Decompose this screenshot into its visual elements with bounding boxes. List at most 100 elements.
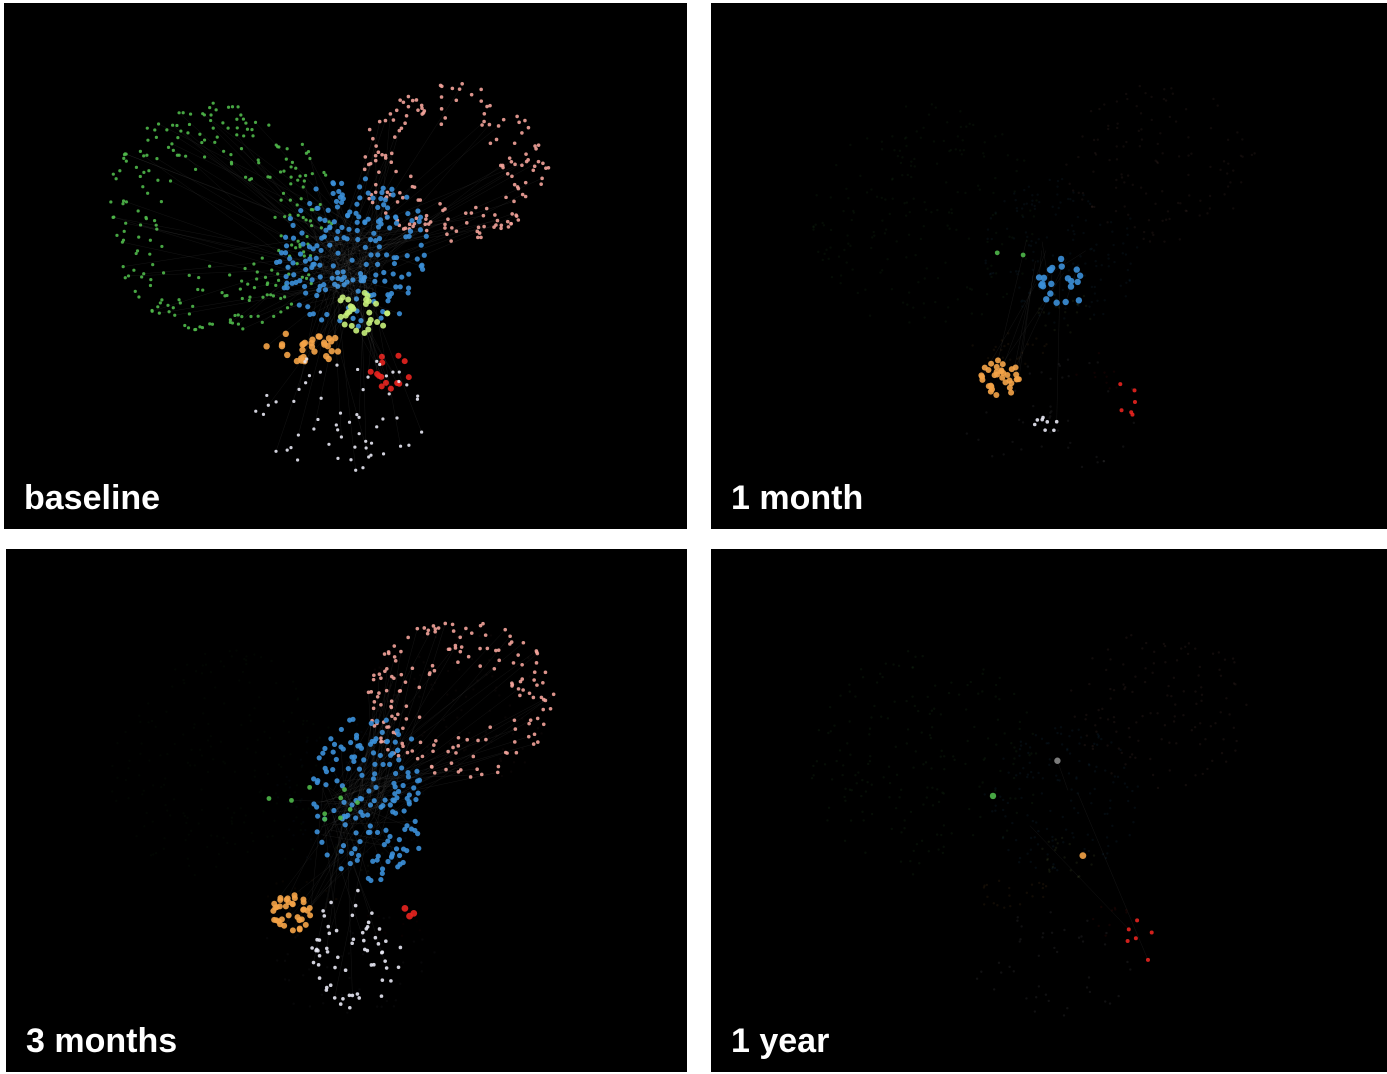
network-node-orange [328,347,335,355]
network-edge [367,259,379,378]
ghost-node [1226,138,1230,142]
ghost-node [1164,218,1168,221]
ghost-node [896,154,900,158]
network-edge [327,257,376,347]
ghost-node [981,672,984,676]
ghost-node [300,798,302,800]
ghost-node [1241,155,1244,158]
network-node-green [142,154,146,158]
network-node-green [255,277,259,281]
ghost-node [851,268,854,271]
ghost-node [1008,965,1011,969]
network-node-blue [348,739,354,746]
ghost-node [254,769,256,771]
network-node-pink [510,174,514,179]
ghost-node [879,715,883,718]
network-node-green [302,179,306,183]
ghost-node [983,141,986,144]
ghost-node [1047,868,1051,871]
ghost-node [991,810,994,813]
network-node-green [342,787,347,792]
network-node-green [989,792,997,800]
ghost-node [922,302,926,305]
ghost-node [307,807,309,809]
network-edge [326,785,359,856]
network-node-green [322,816,328,822]
network-node-white [325,950,330,954]
network-node-green [179,129,183,133]
network-node-green [244,121,248,125]
ghost-node [1010,741,1013,745]
ghost-node [233,812,235,814]
ghost-node [1092,313,1096,316]
network-node-pink [503,627,508,632]
network-node-blue [1073,266,1080,273]
network-node-green [197,275,201,280]
network-node-green [256,314,260,318]
ghost-node [1141,647,1144,650]
network-node-white [266,403,270,407]
ghost-node [1034,241,1038,244]
network-node-green [338,795,344,801]
ghost-node [255,751,257,753]
network-node-blue [324,852,330,858]
ghost-node [843,839,847,843]
ghost-node [302,723,304,725]
network-node-pink [434,738,438,743]
network-edge [331,829,388,842]
ghost-node [970,288,974,291]
network-node-orange [999,374,1006,381]
network-edge [341,742,421,802]
network-node-pink [412,221,417,226]
ghost-node [919,136,923,139]
ghost-node [1037,311,1040,315]
network-edge [350,806,382,830]
network-node-pink [407,222,412,227]
ghost-node [903,202,906,205]
ghost-node [1112,715,1116,719]
ghost-node [195,670,197,672]
network-node-orange [291,892,298,899]
network-node-green [283,295,287,299]
network-node-blue [355,852,362,859]
network-edge [344,772,498,806]
network-node-orange [1002,379,1009,386]
network-node-pink [389,704,393,709]
ghost-node [1049,911,1052,914]
network-edge [335,279,356,471]
ghost-node [151,720,153,722]
ghost-node [386,1000,388,1002]
network-node-green [200,140,204,145]
network-node-green [133,289,137,293]
ghost-node [1013,389,1017,393]
ghost-node [897,664,901,668]
network-node-blue [349,257,355,263]
ghost-node [1059,201,1062,204]
network-node-blue [397,284,403,290]
network-node-blue [382,797,388,803]
network-node-pink [488,103,492,108]
ghost-node [1232,726,1236,730]
ghost-node [139,753,141,755]
ghost-node [1071,299,1075,303]
network-edge [343,768,478,781]
ghost-node [415,815,417,817]
network-node-green [198,132,202,136]
network-node-green [240,279,244,283]
ghost-node [940,749,943,753]
network-node-pink [450,86,455,91]
ghost-node [941,791,944,794]
network-node-blue [354,201,360,207]
ghost-node [1163,88,1166,91]
ghost-node [534,687,536,689]
network-edge [1038,250,1042,278]
network-node-blue [344,279,350,285]
network-node-orange [276,903,283,910]
network-node-pink [493,213,497,217]
network-node-green [324,173,328,177]
network-node-blue [367,823,373,829]
ghost-node [378,666,380,668]
ghost-node [982,886,986,889]
ghost-node [978,785,981,788]
ghost-node [1171,92,1175,95]
